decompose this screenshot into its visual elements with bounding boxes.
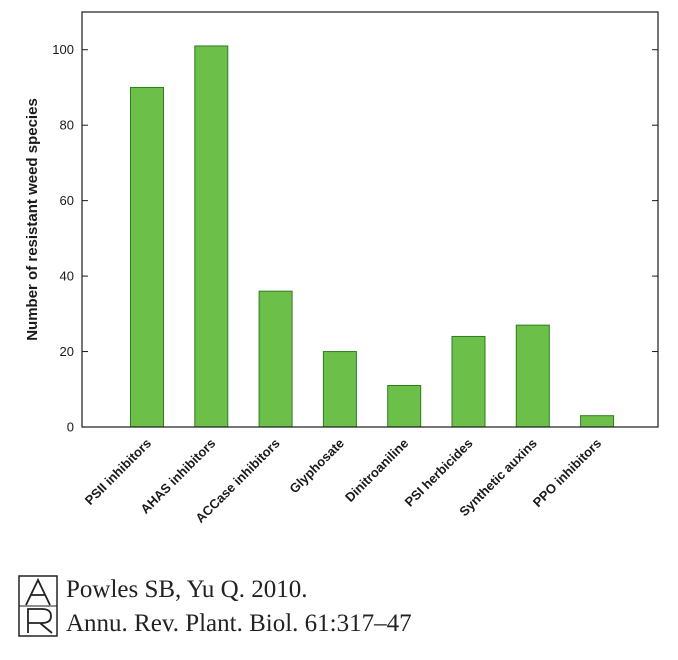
bar-3 xyxy=(322,351,357,428)
bar-1 xyxy=(194,45,229,428)
bar-4 xyxy=(387,385,422,428)
x-tick-label-3: Glyphosate xyxy=(286,436,347,497)
bar-5 xyxy=(451,335,486,428)
bar-6 xyxy=(515,324,550,428)
y-tick-label: 60 xyxy=(60,193,74,208)
x-tick-label-5: PSI herbicides xyxy=(402,436,476,510)
citation-line-1: Powles SB, Yu Q. 2010. xyxy=(66,576,308,603)
y-tick-label: 0 xyxy=(67,420,74,435)
plot-frame xyxy=(81,11,659,428)
citation: Powles SB, Yu Q. 2010. Annu. Rev. Plant.… xyxy=(18,575,412,641)
bars xyxy=(130,45,615,428)
y-axis-label: Number of resistant weed species xyxy=(24,98,41,341)
bar-0 xyxy=(130,86,164,428)
citation-line-2: Annu. Rev. Plant. Biol. 61:317–47 xyxy=(66,610,412,637)
x-tick-label-7: PPO inhibitors xyxy=(530,436,604,510)
y-tick-label: 40 xyxy=(60,269,74,284)
x-tick-label-4: Dinitroaniline xyxy=(342,436,411,505)
annual-reviews-logo xyxy=(18,575,58,637)
y-tick-label: 80 xyxy=(60,118,74,133)
x-tick-label-0: PSII inhibitors xyxy=(82,436,154,508)
bar-7 xyxy=(580,415,615,428)
y-tick-label: 100 xyxy=(52,42,74,57)
y-tick-label: 20 xyxy=(60,344,74,359)
y-axis-ticks: 0 20 40 60 80 100 xyxy=(52,42,658,435)
bar-2 xyxy=(258,290,293,428)
bar-chart: Number of resistant weed species 0 20 40 60… xyxy=(24,11,659,526)
